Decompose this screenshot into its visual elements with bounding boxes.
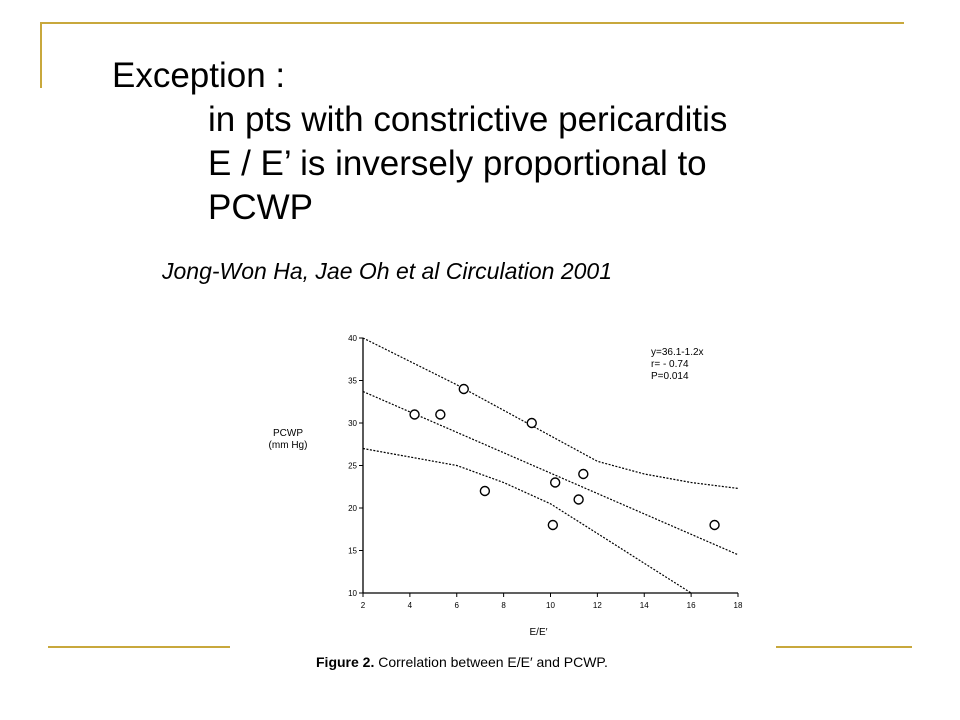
slide-line-2: E / E’ is inversely proportional to	[208, 144, 707, 183]
x-tick-label: 4	[408, 601, 413, 610]
bottom-rule-left	[48, 646, 230, 648]
x-tick-label: 2	[361, 601, 366, 610]
x-tick-label: 6	[455, 601, 460, 610]
data-point	[547, 519, 559, 531]
y-tick-label: 40	[348, 334, 357, 343]
citation: Jong-Won Ha, Jae Oh et al Circulation 20…	[162, 258, 613, 284]
x-tick-label: 18	[734, 601, 743, 610]
y-axis-label-line2: (mm Hg)	[269, 440, 308, 451]
y-tick-label: 25	[348, 462, 357, 471]
data-point	[709, 519, 720, 531]
data-point	[479, 485, 491, 497]
chart-annotation: r= - 0.74	[651, 359, 689, 370]
figure-caption-label: Figure 2.	[316, 654, 375, 670]
figure-caption: Figure 2. Correlation between E/E′ and P…	[316, 654, 608, 670]
figure-caption-text: Correlation between E/E′ and PCWP.	[378, 654, 608, 670]
data-point	[573, 494, 584, 505]
data-point	[409, 409, 420, 420]
y-tick-label: 20	[348, 504, 357, 513]
x-tick-label: 8	[501, 601, 506, 610]
x-tick-label: 14	[640, 601, 649, 610]
y-tick-label: 15	[348, 547, 357, 556]
chart-annotation: P=0.014	[651, 371, 689, 382]
chart-annotation: y=36.1-1.2x	[651, 347, 704, 358]
regression-line	[362, 390, 739, 556]
slide-line-1: in pts with constrictive pericarditis	[208, 100, 728, 139]
bottom-rule-right	[776, 646, 912, 648]
confidence-band-upper	[362, 337, 739, 489]
y-tick-label: 35	[348, 377, 357, 386]
data-point	[458, 383, 469, 395]
slide-body: Exception : in pts with constrictive per…	[112, 54, 727, 230]
data-point	[526, 417, 537, 429]
confidence-band-lower	[362, 447, 692, 594]
slide-line-3: PCWP	[208, 188, 313, 227]
x-tick-label: 12	[593, 601, 602, 610]
top-rule	[40, 22, 904, 24]
y-axis-label-line1: PCWP	[273, 428, 303, 439]
y-tick-label: 10	[348, 589, 357, 598]
left-rule	[40, 22, 42, 88]
x-axis-label: E/E′	[530, 627, 548, 638]
scatter-chart: 10 15 20 25 30 35 40 2 4 6 8 10 12 14 16 18 PCWP (mm Hg…	[269, 334, 743, 638]
data-point	[435, 409, 446, 420]
data-point	[549, 477, 561, 488]
data-point	[578, 468, 589, 480]
y-tick-label: 30	[348, 419, 357, 428]
x-tick-label: 10	[546, 601, 555, 610]
slide-heading: Exception :	[112, 56, 286, 95]
x-tick-label: 16	[687, 601, 696, 610]
